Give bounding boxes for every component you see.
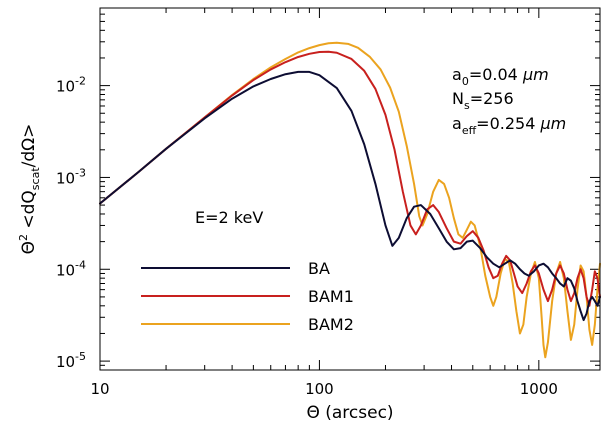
legend-label-bam1: BAM1 [308,287,354,306]
y-axis-title: Θ2 <dQscat/dΩ> [17,124,42,255]
series-line-bam1 [99,50,601,307]
y-tick-label: 10-5 [56,350,86,371]
y-tick-label: 10-3 [56,166,86,187]
series-line-bam2 [99,41,601,359]
annotation-aeff: aeff=0.254 μm [452,114,566,137]
legend-label-ba: BA [308,259,330,278]
y-tick-label: 10-4 [56,258,86,279]
legend-label-bam2: BAM2 [308,315,354,334]
annotation-ns: Ns=256 [452,89,514,112]
axis-ticks [99,7,600,371]
x-tick-label: 1000 [520,380,558,398]
plot-frame [99,7,601,371]
parameter-annotations: a0=0.04 μm Ns=256 aeff=0.254 μm [452,65,566,137]
x-tick-label: 100 [305,380,334,398]
x-axis-title: Θ (arcsec) [306,403,393,423]
y-tick-label: 10-2 [56,75,86,96]
series-line-ba [99,70,601,322]
energy-label: E=2 keV [195,208,263,227]
annotation-a0: a0=0.04 μm [452,65,549,88]
tick-labels: 10 100 1000 10-5 10-4 10-3 10-2 [56,75,558,398]
legend: BA BAM1 BAM2 [141,259,354,334]
x-tick-label: 10 [90,380,109,398]
series-layer [99,41,601,359]
